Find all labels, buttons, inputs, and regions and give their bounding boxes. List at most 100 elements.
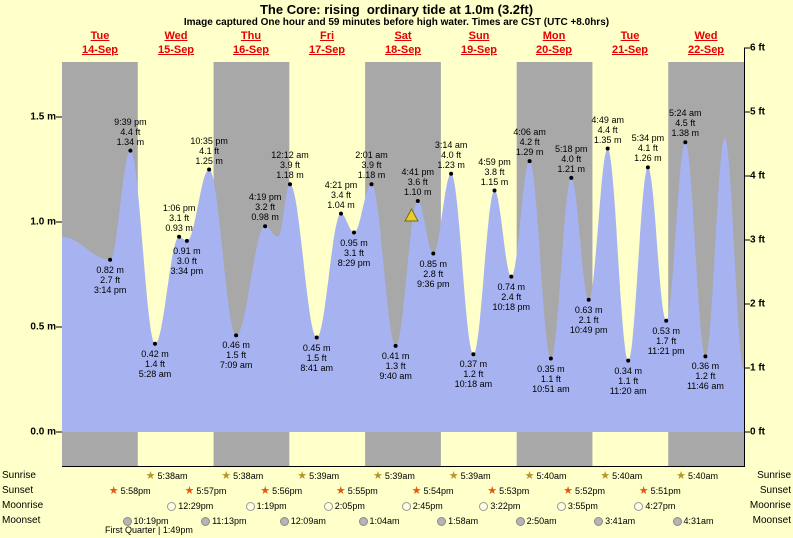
day-header[interactable]: Wed 22-Sep (687, 30, 725, 56)
moonrise-item: 12:29pm (167, 500, 213, 512)
moonrise-time: 1:19pm (256, 501, 287, 511)
tide-extreme-dot (586, 297, 591, 302)
sunset-star-icon: ★ (335, 484, 346, 497)
sunrise-row-label: Sunrise (2, 470, 36, 481)
moonrise-icon (167, 501, 177, 511)
sunset-item: ★ 5:52pm (563, 485, 605, 497)
sunset-time: 5:54pm (423, 486, 454, 496)
sunset-time: 5:51pm (650, 486, 681, 496)
tide-extreme-dot (703, 354, 708, 359)
moonset-item: 1:04am (358, 515, 400, 527)
tide-extreme-dot (492, 188, 497, 193)
sunset-item: ★ 5:57pm (185, 485, 227, 497)
tide-extreme-dot (314, 335, 319, 340)
day-header[interactable]: Fri 17-Sep (308, 30, 346, 56)
moonset-item: 12:09am (279, 515, 326, 527)
sunrise-time: 5:38am (157, 471, 188, 481)
moonrise-time: 2:05pm (334, 501, 365, 511)
moonset-time: 10:19pm (133, 516, 169, 526)
sunset-item: ★ 5:53pm (487, 485, 529, 497)
moonrise-row-label: Moonrise (749, 500, 791, 511)
day-header[interactable]: Tue 21-Sep (611, 30, 649, 56)
sunrise-row-label: Sunrise (757, 470, 791, 481)
moonset-icon (437, 516, 447, 526)
moonrise-time: 3:22pm (490, 501, 521, 511)
moonset-item: 2:50am (515, 515, 557, 527)
tide-extreme-dot (288, 182, 292, 187)
moonset-icon (122, 516, 132, 526)
page-subtitle: Image captured One hour and 59 minutes b… (183, 17, 610, 28)
tide-extreme-dot (263, 224, 268, 229)
sunrise-star-icon: ★ (524, 469, 535, 482)
day-header[interactable]: Mon 20-Sep (535, 30, 573, 56)
tide-extreme-dot (352, 230, 356, 235)
tide-extreme-dot (153, 341, 157, 346)
moonset-icon (201, 516, 211, 526)
tide-curve (62, 138, 744, 432)
sunset-star-icon: ★ (260, 484, 271, 497)
sunrise-star-icon: ★ (600, 469, 611, 482)
sunset-time: 5:57pm (196, 486, 227, 496)
day-header[interactable]: Sat 18-Sep (384, 30, 422, 56)
moonrise-item: 1:19pm (245, 500, 287, 512)
sunset-item: ★ 5:55pm (336, 485, 378, 497)
moonset-item: 10:19pm (122, 515, 169, 527)
sunset-star-icon: ★ (108, 484, 119, 497)
sunrise-star-icon: ★ (448, 469, 459, 482)
tide-extreme-dot (664, 318, 669, 323)
moonrise-icon (323, 501, 333, 511)
sunset-star-icon: ★ (563, 484, 573, 497)
moonrise-time: 4:27pm (645, 501, 676, 511)
tide-extreme-dot (393, 343, 398, 348)
moonset-row-label: Moonset (752, 515, 791, 526)
tide-extreme-dot (471, 352, 476, 357)
moonset-icon (594, 516, 604, 526)
moonrise-time: 3:55pm (567, 501, 598, 511)
day-header[interactable]: Thu 16-Sep (232, 30, 270, 56)
tide-extreme-dot (683, 140, 688, 145)
moonset-time: 11:13pm (212, 516, 247, 526)
tide-extreme-dot (184, 238, 189, 243)
sunset-star-icon: ★ (184, 484, 195, 497)
tide-extreme-dot (415, 199, 420, 203)
tide-extreme-dot (431, 251, 436, 256)
sunrise-item: ★ 5:38am (221, 470, 263, 482)
sunset-item: ★ 5:56pm (260, 485, 302, 497)
sunset-time: 5:52pm (574, 486, 605, 496)
moonset-time: 1:58am (448, 516, 479, 526)
tide-extreme-dot (207, 167, 212, 172)
axis-label-ft: 5 ft (750, 106, 765, 118)
sunrise-item: ★ 5:38am (146, 470, 188, 482)
axis-label-ft: 6 ft (750, 42, 765, 54)
moonrise-icon (556, 501, 566, 511)
axis-label-m: 1.0 m (30, 216, 56, 228)
moonset-row-label: Moonset (2, 515, 41, 526)
day-header[interactable]: Wed 15-Sep (157, 30, 195, 56)
sunrise-time: 5:39am (309, 471, 340, 481)
page-title: The Core: rising ordinary tide at 1.0m (… (259, 2, 534, 17)
axis-label-ft: 0 ft (750, 426, 765, 438)
axis-label-ft: 1 ft (750, 362, 765, 374)
tide-extreme-dot (509, 274, 514, 279)
moonset-time: 2:50am (526, 516, 557, 526)
sunrise-time: 5:39am (460, 471, 491, 481)
moonset-time: 1:04am (369, 516, 400, 526)
sunrise-item: ★ 5:39am (373, 470, 415, 482)
moonrise-item: 2:45pm (401, 500, 443, 512)
day-header[interactable]: Tue 14-Sep (81, 30, 119, 56)
moonset-icon (358, 516, 368, 526)
axis-label-ft: 4 ft (750, 170, 765, 182)
sunset-time: 5:58pm (120, 486, 151, 496)
day-header[interactable]: Sun 19-Sep (460, 30, 498, 56)
sunrise-time: 5:39am (384, 471, 415, 481)
tide-extreme-dot (369, 182, 374, 187)
axis-label-m: 1.5 m (30, 111, 56, 123)
tide-extreme-dot (645, 165, 650, 170)
tide-extreme-dot (234, 333, 239, 338)
tide-extreme-dot (449, 171, 454, 176)
tide-extreme-dot (569, 175, 574, 180)
moonrise-time: 12:29pm (178, 501, 214, 511)
sunrise-time: 5:38am (233, 471, 264, 481)
sunset-row-label: Sunset (759, 485, 791, 496)
